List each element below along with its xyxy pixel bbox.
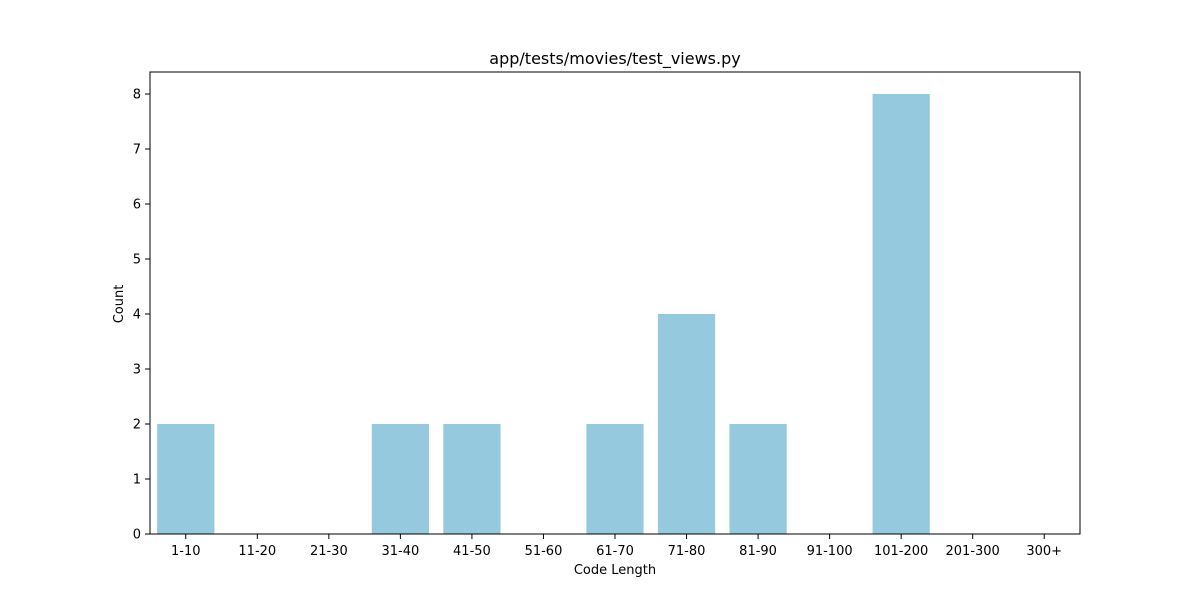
x-tick-label: 51-60 xyxy=(525,544,563,559)
y-tick-label: 2 xyxy=(133,418,141,433)
y-tick-label: 5 xyxy=(133,253,141,268)
bars-layer xyxy=(157,94,930,534)
y-axis-label: Count xyxy=(112,285,127,324)
y-tick-label: 3 xyxy=(133,363,141,378)
x-tick-label: 101-200 xyxy=(874,544,928,559)
chart-title: app/tests/movies/test_views.py xyxy=(489,49,740,69)
x-tick-label: 201-300 xyxy=(946,544,1000,559)
x-tick-label: 91-100 xyxy=(807,544,853,559)
x-tick-label: 300+ xyxy=(1026,544,1062,559)
x-axis-label: Code Length xyxy=(574,563,656,578)
y-tick-label: 7 xyxy=(133,143,141,158)
y-tick-label: 4 xyxy=(133,308,141,323)
bar-101-200 xyxy=(872,94,930,534)
x-tick-label: 61-70 xyxy=(596,544,634,559)
x-tick-label: 81-90 xyxy=(739,544,777,559)
bar-71-80 xyxy=(657,314,716,534)
x-tick-label: 21-30 xyxy=(310,544,348,559)
x-tick-label: 71-80 xyxy=(668,544,706,559)
y-tick-label: 8 xyxy=(133,88,141,103)
y-tick-label: 6 xyxy=(133,198,141,213)
bar-61-70 xyxy=(586,424,644,534)
axes-layer: 1-10 11-20 21-30 31-40 41-50 51-60 61-70 71-80 8… xyxy=(133,71,1081,559)
bar-31-40 xyxy=(371,424,429,534)
y-tick-label: 0 xyxy=(133,528,141,543)
bar-1-10 xyxy=(157,424,215,534)
x-tick-label: 1-10 xyxy=(171,544,201,559)
bar-41-50 xyxy=(443,424,501,534)
x-tick-label: 11-20 xyxy=(238,544,276,559)
bar-81-90 xyxy=(729,424,787,534)
x-tick-label: 31-40 xyxy=(381,544,419,559)
y-tick-label: 1 xyxy=(133,473,141,488)
x-tick-label: 41-50 xyxy=(453,544,491,559)
